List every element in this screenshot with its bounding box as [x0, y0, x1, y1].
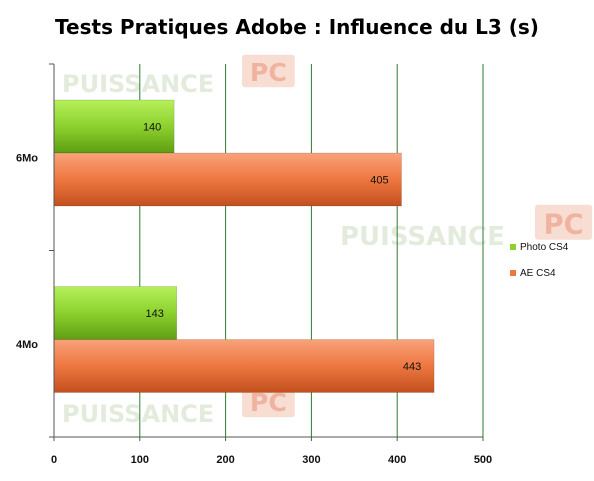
category-label: 4Mo	[16, 339, 38, 351]
category-label: 6Mo	[16, 152, 38, 164]
x-tick-label: 500	[474, 454, 492, 466]
watermark-text: PUISSANCE	[62, 70, 214, 98]
watermark-badge-text: PC	[250, 58, 287, 87]
data-label: 443	[403, 361, 421, 373]
data-labels-layer: 140 405 143 443	[143, 122, 421, 374]
legend-swatch	[510, 244, 516, 250]
bar-photo-cs4-6mo	[53, 99, 175, 154]
legend: Photo CS4 AE CS4	[510, 242, 569, 279]
x-tick-label: 300	[302, 454, 320, 466]
watermark-layer: PUISSANCE PC PUISSANCE PC PUISSANCE PC	[62, 54, 593, 428]
legend-label: Photo CS4	[520, 242, 569, 253]
x-tick-label: 400	[388, 454, 406, 466]
bar-ae-cs4-4mo	[53, 339, 435, 393]
watermark-text: PUISSANCE	[340, 222, 505, 252]
x-tick-label: 0	[51, 454, 57, 466]
axis-layer: 0 100 200 300 400 500 6Mo 4Mo	[16, 63, 492, 466]
bar-photo-cs4-4mo	[53, 286, 177, 340]
watermark-badge-text: PC	[544, 209, 584, 240]
watermark-badge	[242, 54, 295, 88]
watermark-badge-text: PC	[250, 388, 287, 417]
legend-swatch	[510, 270, 516, 276]
data-label: 140	[143, 122, 161, 134]
watermark-text: PUISSANCE	[62, 400, 214, 428]
watermark-badge	[535, 204, 593, 240]
bars-layer	[53, 99, 435, 393]
bar-ae-cs4-6mo	[53, 152, 402, 207]
x-tick-label: 100	[131, 454, 149, 466]
legend-label: AE CS4	[520, 268, 556, 279]
data-label: 143	[146, 308, 164, 320]
x-tick-label: 200	[216, 454, 234, 466]
watermark-badge	[242, 384, 295, 418]
data-label: 405	[370, 175, 388, 187]
chart-title: Tests Pratiques Adobe : Influence du L3 …	[55, 15, 539, 39]
